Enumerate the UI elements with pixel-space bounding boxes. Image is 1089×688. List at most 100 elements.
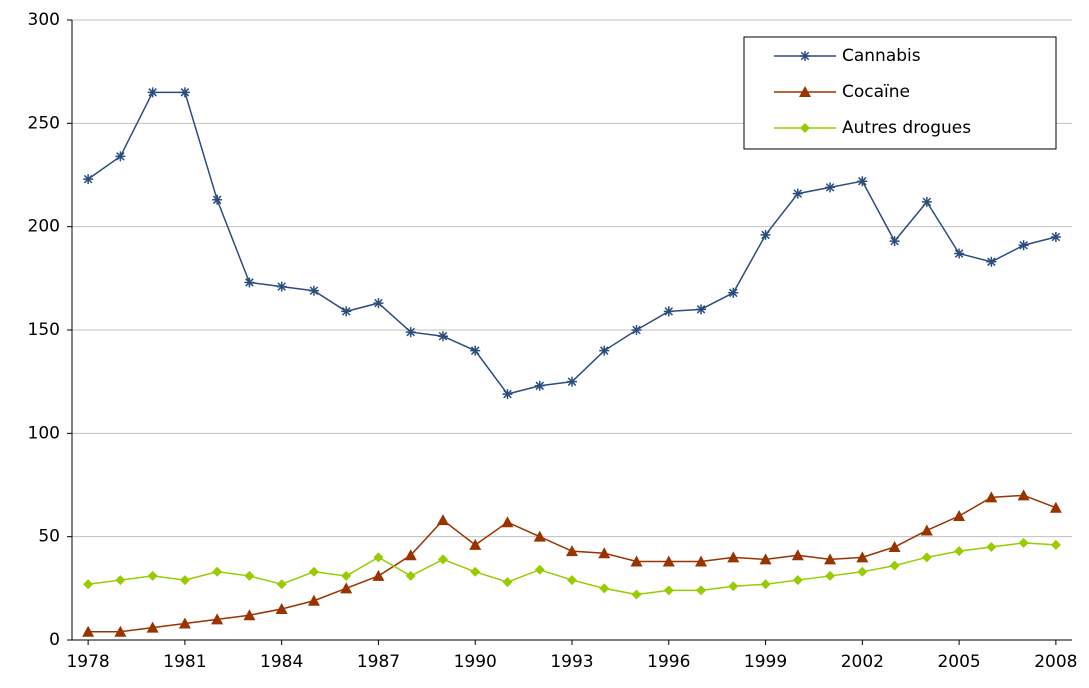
marker: [534, 564, 545, 575]
marker: [728, 287, 739, 298]
marker: [437, 554, 448, 565]
marker: [954, 546, 965, 557]
marker: [405, 327, 416, 338]
marker: [1050, 232, 1061, 242]
marker: [566, 545, 578, 557]
marker: [824, 553, 837, 565]
marker: [178, 617, 191, 629]
marker: [825, 570, 836, 581]
legend-label: Cannabis: [842, 46, 921, 66]
marker: [341, 306, 352, 317]
marker: [147, 87, 158, 98]
x-tick-label: 1990: [454, 652, 497, 672]
marker: [437, 331, 448, 342]
marker: [404, 549, 417, 561]
marker: [179, 575, 190, 586]
marker: [243, 609, 256, 621]
marker: [146, 621, 159, 633]
marker: [889, 560, 900, 571]
marker: [82, 625, 95, 637]
marker: [599, 583, 610, 594]
marker: [470, 566, 481, 577]
marker: [953, 510, 966, 521]
marker: [405, 570, 416, 581]
marker: [147, 570, 158, 581]
x-tick-label: 1999: [744, 652, 787, 672]
marker: [598, 547, 611, 559]
marker: [372, 569, 385, 581]
x-tick-label: 1984: [260, 652, 303, 672]
marker: [1018, 240, 1029, 251]
marker: [502, 577, 513, 588]
marker: [340, 582, 353, 594]
x-tick-label: 1996: [647, 652, 690, 672]
marker: [856, 551, 869, 563]
marker: [501, 516, 514, 528]
marker: [921, 552, 932, 563]
y-tick-label: 300: [28, 10, 60, 30]
marker: [696, 304, 707, 315]
marker: [663, 585, 674, 596]
marker: [533, 530, 546, 542]
marker: [599, 345, 610, 356]
marker: [534, 380, 545, 391]
marker: [276, 579, 287, 590]
marker: [373, 298, 384, 309]
marker: [857, 566, 868, 577]
marker: [212, 194, 223, 205]
marker: [115, 575, 126, 586]
x-tick-label: 1981: [163, 652, 206, 672]
y-tick-label: 250: [28, 113, 60, 133]
x-tick-label: 2002: [841, 652, 884, 672]
marker: [179, 87, 190, 98]
marker: [696, 585, 707, 596]
y-tick-label: 50: [38, 527, 60, 547]
marker: [695, 555, 708, 567]
marker: [276, 281, 287, 292]
x-tick-label: 1993: [550, 652, 593, 672]
marker: [212, 566, 223, 577]
marker: [825, 182, 836, 193]
marker: [792, 575, 803, 586]
marker: [792, 188, 803, 199]
marker: [1018, 537, 1029, 548]
marker: [83, 579, 94, 590]
marker: [760, 229, 771, 240]
marker: [728, 581, 739, 592]
marker: [631, 325, 642, 335]
x-tick-label: 1987: [357, 652, 400, 672]
legend-label: Autres drogues: [842, 118, 971, 138]
marker: [83, 174, 94, 185]
y-tick-label: 0: [49, 630, 60, 650]
legend-label: Cocaïne: [842, 82, 910, 102]
marker: [857, 176, 868, 187]
marker: [469, 538, 482, 550]
marker: [275, 603, 288, 614]
y-tick-label: 150: [28, 320, 60, 340]
marker: [791, 549, 804, 561]
marker: [244, 277, 255, 288]
y-tick-label: 200: [28, 217, 60, 237]
marker: [888, 541, 901, 552]
marker: [630, 555, 643, 567]
marker: [662, 555, 675, 567]
marker: [114, 625, 127, 637]
marker: [567, 575, 577, 586]
marker: [920, 524, 933, 536]
marker: [760, 579, 771, 590]
marker: [341, 570, 352, 581]
x-tick-label: 1978: [66, 652, 109, 672]
marker: [727, 551, 740, 563]
marker: [985, 491, 998, 503]
marker: [470, 345, 481, 356]
marker: [307, 594, 320, 606]
marker: [986, 256, 997, 267]
marker: [1017, 489, 1030, 501]
marker: [759, 553, 772, 565]
x-tick-label: 2008: [1034, 652, 1077, 672]
marker: [211, 613, 224, 625]
marker: [986, 542, 997, 552]
marker: [436, 514, 449, 526]
marker: [889, 236, 900, 247]
